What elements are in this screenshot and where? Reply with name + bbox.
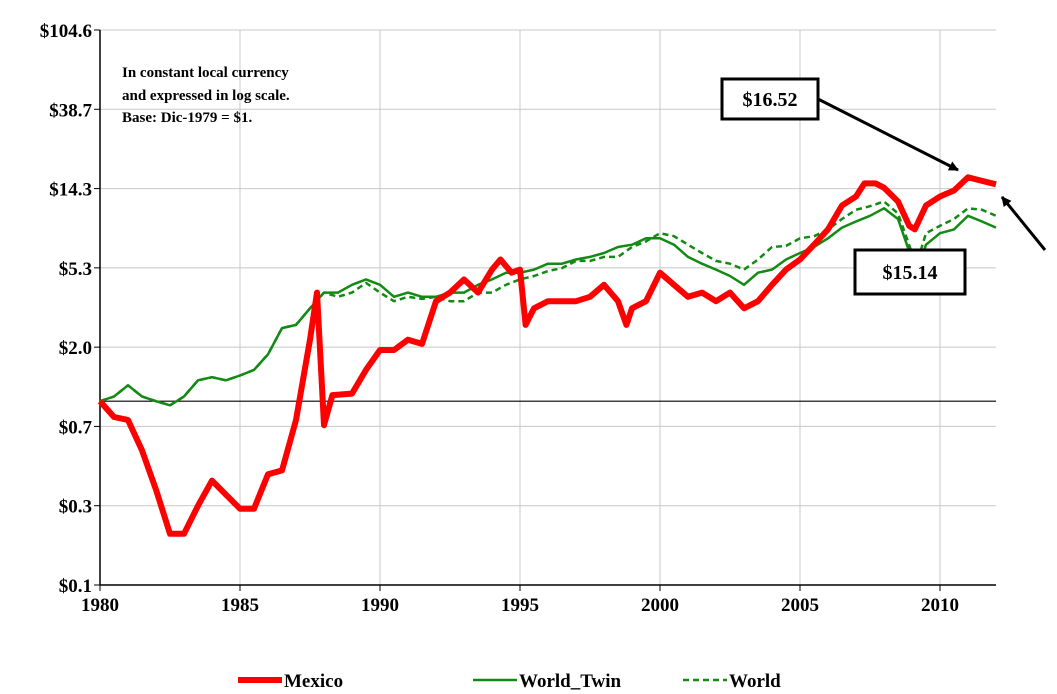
note-line: In constant local currency: [122, 65, 289, 81]
x-tick-label: 2000: [641, 595, 679, 616]
callout-box: [853, 248, 967, 296]
grid: $0.1 $0.3 $0.7 $2.0 $5.3 $14.3 $38.7 $104.6 1980…: [40, 21, 996, 616]
callout-box: [720, 77, 820, 121]
legend: Mexico World_Twin World: [238, 671, 781, 692]
y-tick-label: $2.0: [59, 338, 92, 359]
x-tick-label: 2005: [781, 595, 819, 616]
note-line: Base: Dic-1979 = $1.: [122, 110, 252, 126]
note-line: and expressed in log scale.: [122, 88, 290, 104]
y-tick-label: $38.7: [49, 100, 92, 121]
y-tick-label: $14.3: [49, 180, 92, 201]
x-tick-label: 2010: [921, 595, 959, 616]
legend-label: World_Twin: [519, 671, 621, 692]
legend-label: World: [729, 671, 781, 692]
x-tick-label: 1995: [501, 595, 539, 616]
x-tick-label: 1990: [361, 595, 399, 616]
y-tick-label: $5.3: [59, 259, 92, 280]
series-line: [99, 207, 997, 407]
legend-label: Mexico: [284, 671, 343, 692]
y-tick-label: $104.6: [40, 21, 92, 42]
callout-text: $16.52: [743, 89, 798, 111]
y-tick-label: $0.3: [59, 497, 92, 518]
plot: [97, 174, 997, 537]
callout-arrow: [817, 97, 959, 172]
x-tick-label: 1980: [81, 595, 119, 616]
callout-arrow: [1000, 196, 1047, 251]
callout-text: $15.14: [883, 262, 938, 284]
y-tick-label: $0.1: [59, 576, 92, 597]
x-tick-label: 1985: [221, 595, 259, 616]
series-line: [97, 174, 997, 537]
y-tick-label: $0.7: [59, 417, 93, 438]
